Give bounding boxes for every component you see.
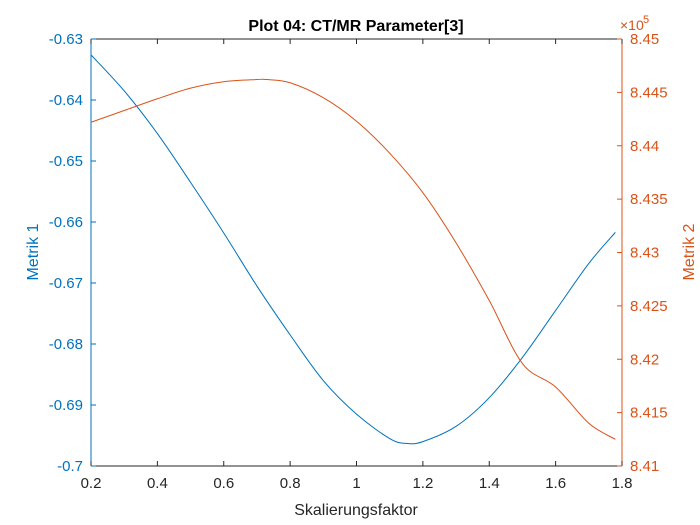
right-y-tick-label: 8.435	[630, 191, 668, 208]
x-tick-label: 0.8	[280, 475, 301, 492]
x-axis-label: Skalierungsfaktor	[294, 502, 418, 519]
right-y-tick-label: 8.45	[630, 31, 659, 48]
x-tick-label: 0.6	[213, 475, 234, 492]
series-layer	[90, 54, 616, 445]
tick-layer: 0.2 0.4 0.6 0.8 1 1.2 1.4 1.6 1.8 -0.7 -0.69 -0.68 -…	[49, 31, 668, 492]
left-y-tick-label: -0.63	[49, 31, 83, 48]
x-tick-label: 1.6	[545, 475, 566, 492]
right-y-tick-label: 8.415	[630, 405, 668, 422]
left-y-axis-label: Metrik 1	[25, 223, 42, 280]
x-tick-label: 1.2	[412, 475, 433, 492]
left-y-tick-label: -0.69	[49, 397, 83, 414]
right-y-tick-label: 8.44	[630, 138, 659, 155]
right-y-tick-label: 8.43	[630, 245, 659, 262]
left-y-tick-label: -0.67	[49, 275, 83, 292]
right-y-tick-label: 8.42	[630, 351, 659, 368]
x-tick-label: 0.4	[147, 475, 168, 492]
right-axis-exponent-power: 5	[643, 14, 649, 26]
right-y-axis-label: Metrik 2	[681, 223, 698, 280]
left-y-tick-label: -0.65	[49, 153, 83, 170]
right-y-tick-label: 8.445	[630, 84, 668, 101]
x-tick-label: 1	[352, 475, 360, 492]
x-tick-label: 0.2	[81, 475, 102, 492]
right-axis-exponent-base: ×10	[620, 17, 644, 33]
left-y-tick-label: -0.64	[49, 92, 83, 109]
right-y-tick-label: 8.425	[630, 298, 668, 315]
left-y-tick-label: -0.7	[57, 458, 83, 475]
series-line-metrik-2	[90, 78, 616, 440]
left-y-tick-label: -0.66	[49, 214, 83, 231]
right-y-tick-label: 8.41	[630, 458, 659, 475]
left-y-tick-label: -0.68	[49, 336, 83, 353]
x-tick-label: 1.8	[612, 475, 633, 492]
chart-title: Plot 04: CT/MR Parameter[3]	[248, 18, 463, 35]
right-axis-exponent: ×10 5	[620, 14, 649, 33]
plot-area	[91, 39, 622, 466]
x-tick-label: 1.4	[479, 475, 500, 492]
series-line-metrik-1	[90, 54, 616, 445]
